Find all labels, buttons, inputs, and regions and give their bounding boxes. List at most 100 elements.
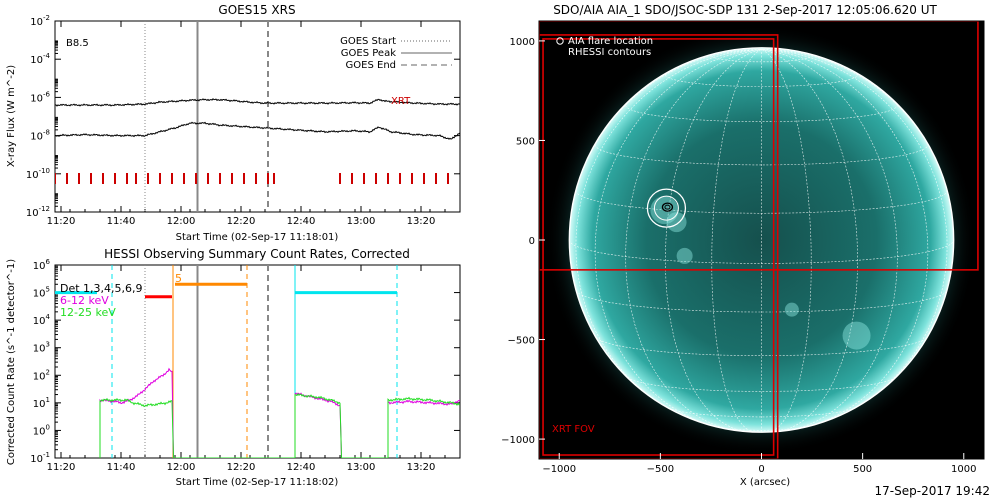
goes-title: GOES15 XRS bbox=[218, 3, 295, 17]
aia-legend-flare: AIA flare location bbox=[568, 36, 653, 47]
goes-xtick-label: 12:20 bbox=[227, 216, 256, 227]
aia-ytick-label: 1000 bbox=[510, 37, 535, 48]
aia-x-ticks: −1000 −500 0 500 1000 bbox=[542, 453, 976, 475]
footer-timestamp: 17-Sep-2017 19:42 bbox=[875, 484, 990, 498]
goes-series-line-1 bbox=[55, 121, 460, 140]
goes-event-markers bbox=[144, 21, 269, 212]
goes-legend-label: GOES Start bbox=[340, 36, 396, 47]
hessi-legend-label: 6-12 keV bbox=[60, 294, 109, 307]
longitude-line bbox=[575, 49, 762, 413]
aia-legend-rhessi: RHESSI contours bbox=[568, 47, 651, 58]
latitude-line bbox=[595, 337, 928, 356]
latitude-line bbox=[627, 377, 896, 392]
aia-xtick-label: 500 bbox=[853, 464, 872, 475]
hessi-xtick-label: 13:20 bbox=[407, 462, 436, 473]
hessi-xtick-label: 13:00 bbox=[347, 462, 376, 473]
hessi-xlabel: Start Time (02-Sep-17 11:18:02) bbox=[176, 477, 339, 488]
hessi-count-series bbox=[99, 367, 460, 458]
hessi-legend-label: 12-25 keV bbox=[60, 306, 116, 319]
active-region bbox=[784, 302, 799, 317]
longitude-line bbox=[594, 49, 762, 428]
hessi-event-markers bbox=[144, 265, 269, 458]
aia-ytick-label: 500 bbox=[516, 136, 535, 147]
longitude-line bbox=[761, 49, 812, 433]
hessi-xtick-label: 11:20 bbox=[47, 462, 76, 473]
hessi-series-line-0 bbox=[99, 367, 460, 458]
hessi-title: HESSI Observing Summary Count Rates, Cor… bbox=[104, 247, 410, 261]
goes-flux-series bbox=[55, 98, 460, 140]
aia-y-ticks: −1000 −500 0 500 1000 bbox=[501, 37, 545, 446]
hessi-ytick-label: 105 bbox=[33, 286, 50, 300]
active-region bbox=[676, 247, 693, 264]
xrt-fov-box bbox=[539, 21, 979, 271]
hessi-ytick-label: 106 bbox=[33, 258, 51, 272]
aia-xtick-label: −500 bbox=[647, 464, 674, 475]
aia-flare-inner-circle bbox=[653, 195, 679, 221]
hessi-panel: HESSI Observing Summary Count Rates, Cor… bbox=[6, 247, 461, 488]
rhessi-contour bbox=[661, 202, 674, 212]
goes-xlabel: Start Time (02-Sep-17 11:18:01) bbox=[176, 232, 339, 243]
hessi-xtick-label: 12:20 bbox=[227, 462, 256, 473]
goes-ytick-label: 10-4 bbox=[30, 52, 50, 66]
hessi-ylabel: Corrected Count Rate (s^-1 detector^-1) bbox=[6, 259, 17, 465]
aia-title: SDO/AIA AIA_1 SDO/JSOC-SDP 131 2-Sep-201… bbox=[553, 3, 937, 17]
goes-x-ticks: 11:20 11:40 12:00 12:20 12:40 13:00 13:20 bbox=[47, 21, 461, 227]
hessi-ytick-label: 102 bbox=[33, 368, 50, 382]
longitude-line bbox=[761, 49, 948, 413]
hessi-legend-label: Det 1,3,4,5,6,9 bbox=[60, 282, 143, 295]
active-regions bbox=[650, 196, 871, 350]
active-region bbox=[842, 321, 871, 350]
hessi-ytick-label: 104 bbox=[33, 313, 51, 327]
xrt-observation-ticks bbox=[55, 173, 449, 184]
hessi-attenuator-state bbox=[145, 265, 248, 458]
aia-xtick-label: −1000 bbox=[542, 464, 576, 475]
goes-xtick-label: 12:40 bbox=[287, 216, 316, 227]
rhessi-contour-inner bbox=[664, 204, 671, 210]
heliographic-grid bbox=[568, 47, 955, 433]
aia-ytick-label: −1000 bbox=[501, 435, 535, 446]
aia-legend-flare-symbol bbox=[556, 37, 564, 45]
goes-series-line-0 bbox=[55, 98, 460, 107]
hessi-xtick-label: 12:40 bbox=[287, 462, 316, 473]
hessi-ytick-label: 100 bbox=[33, 423, 50, 437]
solar-disk bbox=[569, 47, 954, 433]
goes-ytick-label: 10-6 bbox=[30, 90, 50, 104]
hessi-ytick-label: 103 bbox=[33, 341, 50, 355]
latitude-line bbox=[594, 144, 929, 166]
aia-xtick-label: 1000 bbox=[951, 464, 976, 475]
latitude-line bbox=[575, 290, 948, 313]
aia-ytick-label: 0 bbox=[529, 236, 535, 247]
goes-xtick-label: 13:00 bbox=[347, 216, 376, 227]
aia-xlabel: X (arcsec) bbox=[740, 477, 790, 488]
goes-xtick-label: 13:20 bbox=[407, 216, 436, 227]
solar-limb bbox=[568, 47, 955, 433]
aia-xtick-label: 0 bbox=[758, 464, 764, 475]
hessi-xtick-label: 11:40 bbox=[107, 462, 136, 473]
xrt-fov-box bbox=[542, 38, 775, 456]
hessi-xtick-label: 12:00 bbox=[167, 462, 196, 473]
goes-xtick-label: 12:00 bbox=[167, 216, 196, 227]
flare-location bbox=[646, 188, 687, 228]
latitude-line bbox=[625, 105, 898, 122]
goes-ytick-label: 10-10 bbox=[26, 167, 50, 181]
goes-legend-label: GOES Peak bbox=[341, 48, 396, 59]
goes-ytick-label: 10-2 bbox=[30, 14, 50, 28]
xrt-fov-label: XRT FOV bbox=[552, 424, 595, 435]
hessi-attenuator-label: 5 bbox=[175, 272, 182, 285]
goes-xtick-label: 11:20 bbox=[47, 216, 76, 227]
goes-plot-frame bbox=[54, 20, 461, 213]
goes-xrt-label: XRT bbox=[391, 96, 411, 107]
aia-flare-location-circle bbox=[646, 188, 687, 228]
longitude-line bbox=[711, 49, 762, 433]
longitude-line bbox=[761, 49, 929, 428]
aia-panel: SDO/AIA AIA_1 SDO/JSOC-SDP 131 2-Sep-201… bbox=[501, 3, 985, 488]
goes-legend-label: GOES End bbox=[346, 60, 396, 71]
aia-ytick-label: −500 bbox=[508, 336, 535, 347]
goes-annotation: B8.5 bbox=[66, 38, 89, 49]
goes-xtick-label: 11:40 bbox=[107, 216, 136, 227]
goes-ylabel: X-ray Flux (W m^-2) bbox=[6, 65, 17, 167]
